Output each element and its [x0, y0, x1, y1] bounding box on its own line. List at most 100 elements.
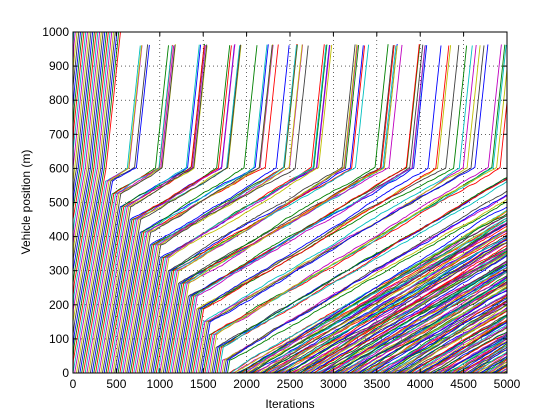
vehicle-trajectory [458, 343, 507, 373]
vehicle-trajectory [350, 281, 507, 373]
vehicle-trajectory [414, 319, 507, 373]
vehicle-trajectory [423, 320, 507, 373]
vehicle-trajectory [498, 367, 507, 373]
vehicle-trajectory [162, 45, 394, 373]
y-tick-label: 700 [49, 127, 69, 141]
vehicle-trajectory [426, 325, 507, 373]
vehicle-trajectory [459, 345, 507, 373]
vehicle-trajectory [473, 351, 507, 373]
vehicle-trajectory [166, 44, 389, 373]
vehicle-trajectory [73, 45, 141, 373]
vehicle-trajectory [173, 45, 398, 373]
vehicle-trajectory [216, 178, 507, 373]
vehicle-trajectory [89, 44, 176, 373]
vehicle-trajectory [74, 45, 143, 373]
vehicle-trajectory [73, 32, 94, 207]
vehicle-trajectory [449, 337, 507, 373]
vehicle-trajectory [95, 45, 205, 373]
vehicle-trajectory [138, 45, 309, 373]
vehicle-trajectory [161, 44, 358, 373]
vehicle-trajectory [114, 44, 241, 373]
vehicle-trajectory [73, 32, 88, 182]
vehicle-trajectory [404, 309, 507, 373]
x-tick-label: 4000 [407, 377, 434, 391]
vehicle-trajectory [73, 32, 95, 220]
y-tick-label: 900 [49, 59, 69, 73]
vehicle-trajectory [265, 232, 507, 373]
vehicle-trajectory [268, 230, 507, 373]
y-tick-label: 100 [49, 332, 69, 346]
vehicle-trajectory [439, 332, 507, 373]
y-axis-ticks: 0 100 200 300 400 500 600 700 800 900 1000 [42, 25, 507, 380]
vehicle-trajectory [73, 32, 92, 195]
y-tick-label: 800 [49, 93, 69, 107]
vehicle-trajectory [192, 45, 450, 373]
vehicle-trajectory [204, 97, 507, 373]
vehicle-trajectory [340, 271, 507, 373]
vehicle-trajectory [371, 290, 507, 373]
vehicle-trajectory [420, 322, 507, 373]
vehicle-trajectory [201, 44, 489, 373]
vehicle-trajectory [187, 45, 460, 373]
vehicle-trajectory [84, 45, 173, 373]
x-tick-label: 2500 [277, 377, 304, 391]
vehicle-trajectory [466, 346, 507, 373]
vehicle-trajectory [360, 286, 507, 373]
vehicle-trajectory [73, 32, 109, 297]
vehicle-trajectory [115, 44, 269, 373]
vehicle-trajectory [480, 355, 507, 373]
vehicle-trajectory [326, 266, 507, 373]
vehicle-trajectory [82, 44, 173, 373]
vehicle-trajectory [218, 180, 507, 373]
vehicle-trajectory [96, 44, 200, 373]
vehicle-trajectory [73, 32, 108, 284]
vehicle-trajectory [128, 45, 290, 373]
vehicle-trajectory [110, 44, 236, 373]
y-axis-title: Vehicle position (m) [19, 150, 33, 255]
y-tick-label: 200 [49, 298, 69, 312]
vehicle-trajectory [91, 44, 202, 373]
vehicle-trajectory [393, 303, 507, 373]
vehicle-trajectory [98, 45, 206, 373]
vehicle-trajectory [456, 341, 507, 373]
vehicle-trajectory [348, 279, 507, 373]
x-axis-ticks: 0 500 1000 1500 2000 2500 3000 3500 4000 4500 5000 [70, 32, 521, 391]
vehicle-trajectory [468, 349, 507, 373]
vehicle-trajectory [225, 194, 507, 373]
vehicle-trajectory [237, 206, 507, 373]
vehicle-trajectory [73, 32, 104, 271]
x-tick-label: 4500 [450, 377, 477, 391]
vehicle-trajectory [305, 252, 507, 373]
vehicle-trajectory [73, 32, 90, 182]
vehicle-trajectory [209, 65, 507, 373]
vehicle-trajectory [180, 44, 420, 373]
vehicle-trajectory [73, 32, 113, 322]
vehicle-trajectory [73, 32, 120, 361]
x-tick-label: 1500 [190, 377, 217, 391]
vehicle-trajectory [324, 263, 507, 373]
vehicle-trajectory [286, 239, 507, 373]
vehicle-trajectory [496, 366, 507, 373]
vehicle-trajectory [430, 326, 507, 373]
vehicle-trajectory [148, 44, 333, 373]
vehicle-trajectory [73, 32, 99, 233]
vehicle-trajectory [181, 45, 426, 373]
vehicle-trajectory [255, 219, 507, 373]
vehicle-trajectory [73, 32, 114, 335]
vehicle-trajectory [150, 44, 356, 373]
y-tick-label: 300 [49, 264, 69, 278]
vehicle-trajectory [341, 276, 507, 373]
y-tick-label: 1000 [42, 25, 69, 39]
vehicle-trajectory [284, 241, 507, 373]
vehicle-trajectory [489, 361, 507, 373]
x-tick-label: 3000 [320, 377, 347, 391]
vehicle-trajectory [73, 32, 106, 284]
vehicle-trajectory [293, 248, 507, 373]
y-tick-label: 600 [49, 161, 69, 175]
vehicle-trajectory [73, 32, 102, 258]
vehicle-trajectory [279, 236, 507, 373]
vehicle-trajectory [136, 44, 303, 373]
vehicle-trajectory [197, 45, 481, 373]
vehicle-trajectory [223, 190, 507, 373]
vehicle-trajectory [79, 44, 150, 373]
